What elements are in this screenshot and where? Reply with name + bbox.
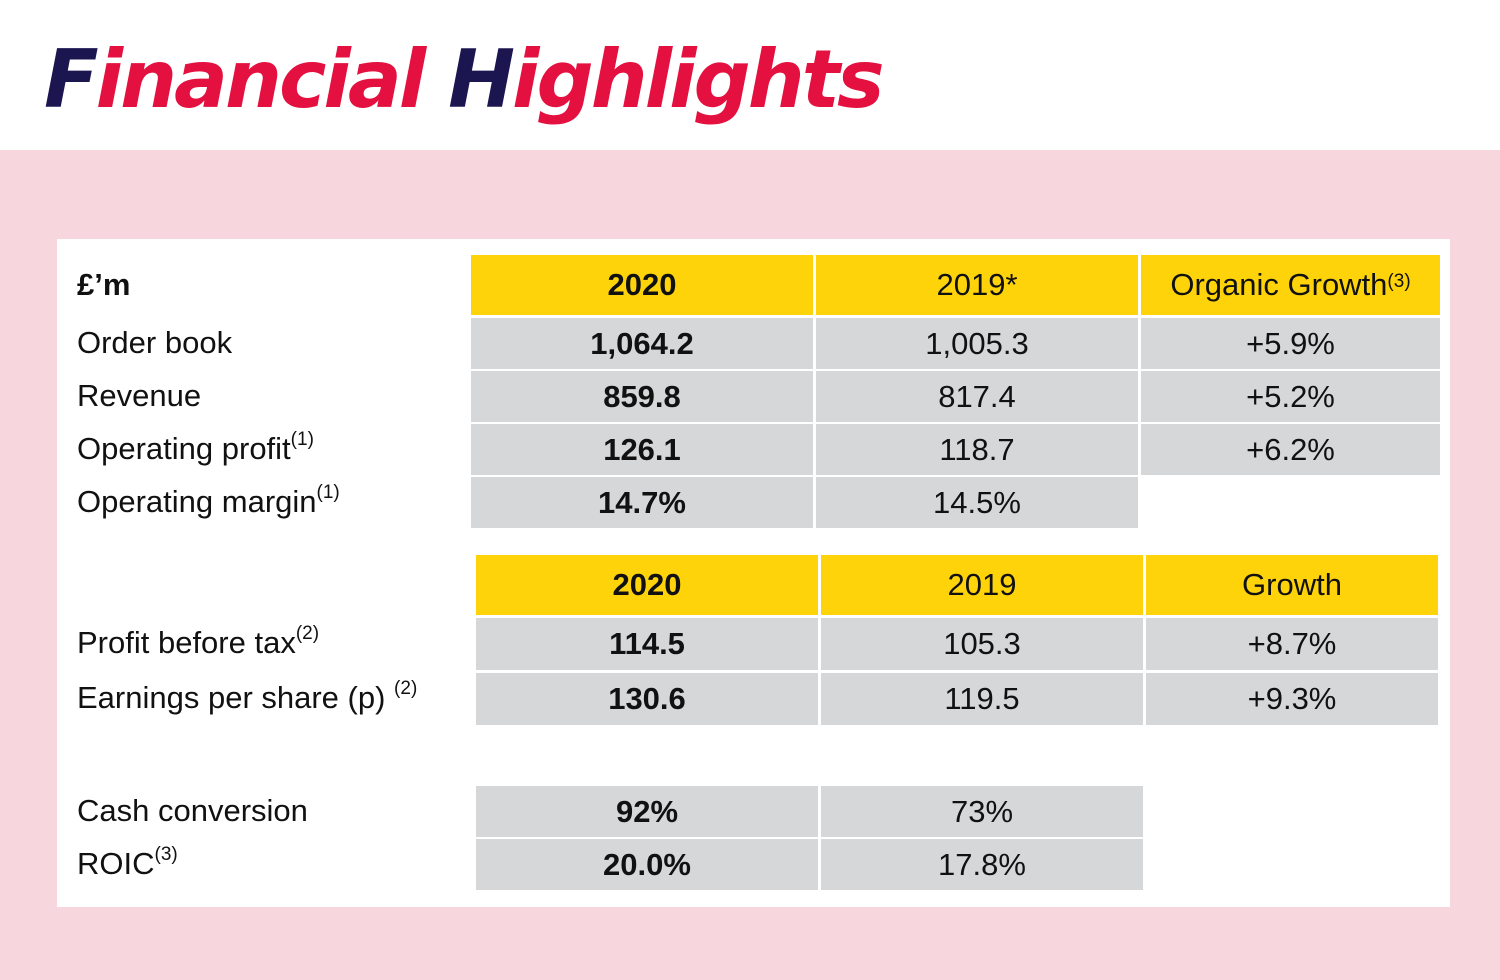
table-cell: +8.7% (1146, 618, 1438, 670)
table-cell: 114.5 (476, 618, 818, 670)
table-cell: 14.5% (816, 477, 1138, 528)
row-label-revenue: Revenue (77, 378, 202, 413)
header-growth: Growth (1146, 555, 1438, 615)
table-cell: +5.2% (1141, 371, 1440, 422)
table-cell: 1,064.2 (471, 318, 813, 369)
table-cell: 20.0% (476, 839, 818, 890)
table-cell: +9.3% (1146, 673, 1438, 725)
table-cell: 126.1 (471, 424, 813, 475)
table-cell: 817.4 (816, 371, 1138, 422)
highlights-card: £’m 2020 2019* Organic Growth (3) Order b… (57, 239, 1450, 907)
row-label-operating-profit: Operating profit(1) (77, 429, 314, 466)
table-cell: 118.7 (816, 424, 1138, 475)
table-cell: 130.6 (476, 673, 818, 725)
row-label-earnings-per-share: Earnings per share (p) (2) (77, 678, 418, 715)
header-organic-growth: Organic Growth (3) (1141, 255, 1440, 315)
header-2020: 2020 (476, 555, 818, 615)
header-2020: 2020 (471, 255, 813, 315)
table-cell: 859.8 (471, 371, 813, 422)
table-cell: 14.7% (471, 477, 813, 528)
unit-label: £’m (77, 267, 131, 302)
row-label-profit-before-tax: Profit before tax(2) (77, 623, 320, 660)
table-cell: 92% (476, 786, 818, 837)
table-cell: 1,005.3 (816, 318, 1138, 369)
row-label-cash-conversion: Cash conversion (77, 793, 308, 828)
table-cell: +5.9% (1141, 318, 1440, 369)
table-cell: 105.3 (821, 618, 1143, 670)
table-cell: 73% (821, 786, 1143, 837)
table-cell: 17.8% (821, 839, 1143, 890)
table-cell: +6.2% (1141, 424, 1440, 475)
header-2019: 2019* (816, 255, 1138, 315)
table-cell: 119.5 (821, 673, 1143, 725)
page-title: Financial Highlights (44, 33, 885, 126)
row-label-order-book: Order book (77, 325, 233, 360)
row-label-operating-margin: Operating margin(1) (77, 482, 340, 519)
header-2019: 2019 (821, 555, 1143, 615)
row-label-roic: ROIC(3) (77, 844, 178, 881)
